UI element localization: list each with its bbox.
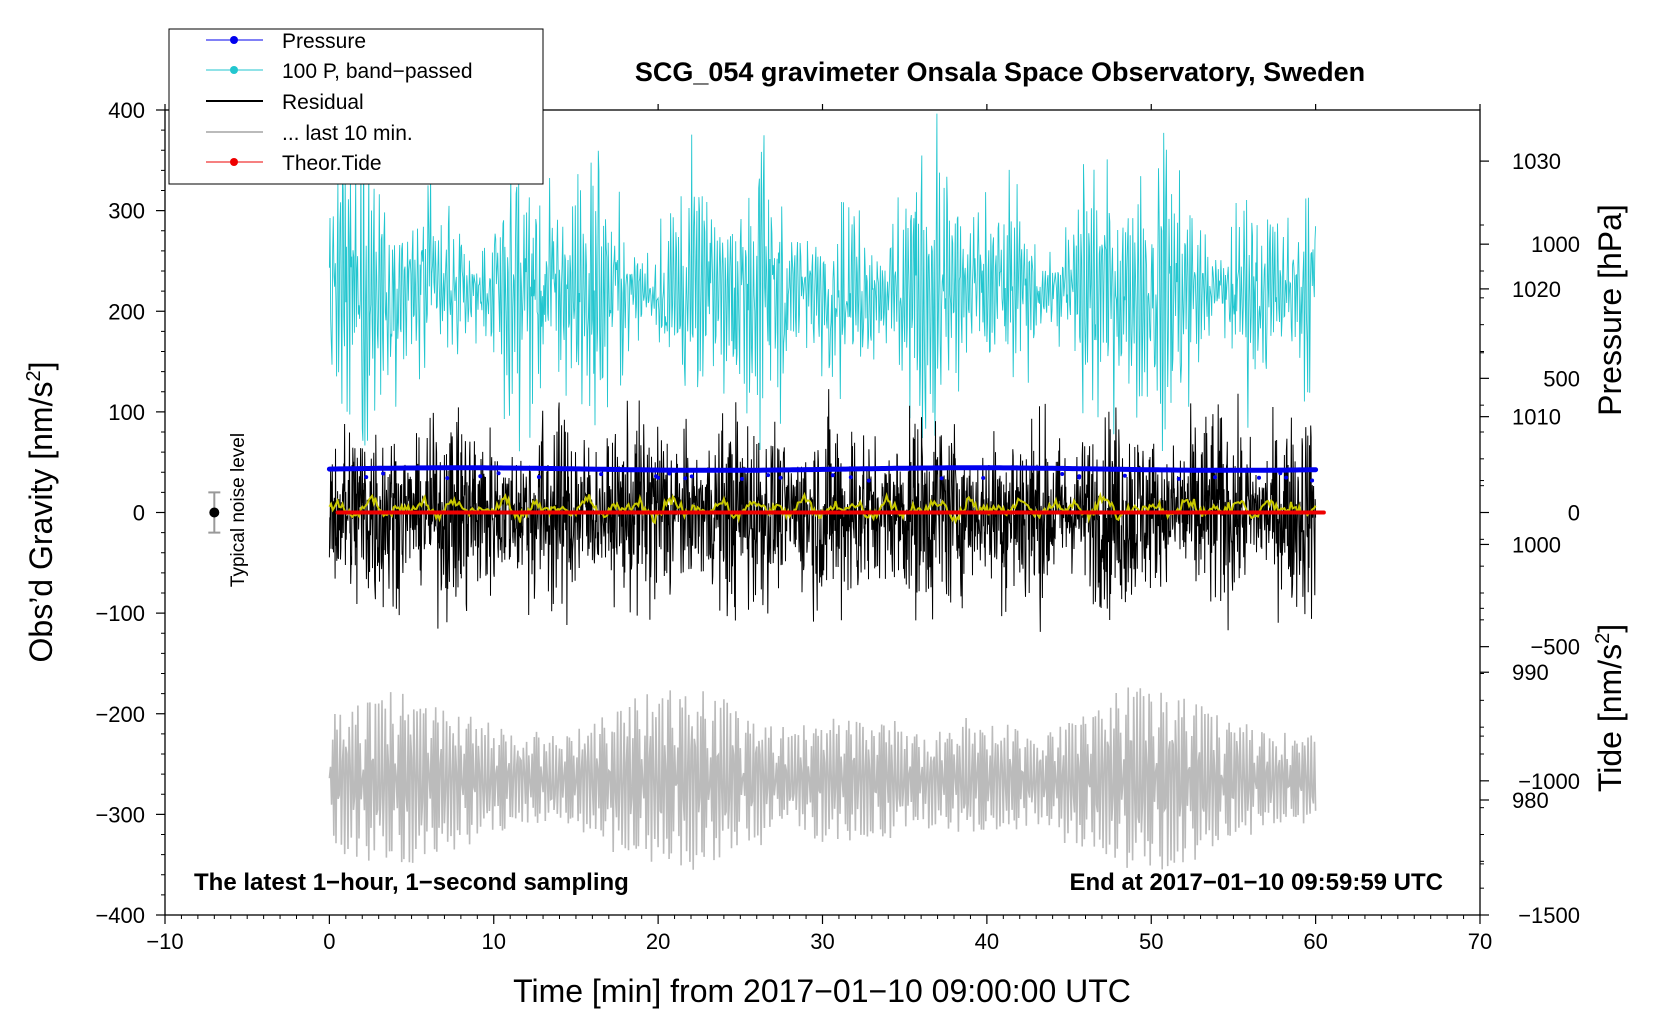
y-tick-label: 300 (108, 199, 145, 224)
pressure-point (740, 476, 744, 481)
pressure-point (939, 476, 944, 481)
tide-axis-title: Tide [nm/s2] (1592, 624, 1628, 792)
legend-item-residual: Residual (206, 91, 364, 114)
legend-label-last10: ... last 10 min. (282, 122, 413, 145)
x-tick-label: 50 (1139, 929, 1163, 954)
pressure-point (1310, 478, 1315, 483)
legend-label-bandpassed: 100 P, band−passed (282, 60, 473, 83)
pressure-point (689, 474, 694, 479)
pressure-point (830, 473, 835, 478)
legend-label-tide: Theor.Tide (282, 152, 382, 175)
pressure-point (667, 471, 672, 476)
legend-box (168, 28, 544, 185)
y-tick-label: −200 (95, 702, 145, 727)
tide-tick-label: −1000 (1518, 769, 1580, 794)
pressure-tick-label: 990 (1512, 660, 1549, 685)
pressure-point (496, 471, 501, 476)
y-tick-label: −100 (95, 601, 145, 626)
x-tick-label: −10 (146, 929, 183, 954)
y-axis-title-end: ] (23, 362, 59, 371)
legend-marker-pressure (230, 36, 238, 44)
pressure-point (364, 475, 369, 480)
x-axis-title: Time [min] from 2017−01−10 09:00:00 UTC (513, 973, 1131, 1009)
y-axis-title-sup: 2 (23, 370, 45, 381)
legend-item-pressure: Pressure (206, 30, 366, 53)
tide-tick-label: 1000 (1531, 232, 1580, 257)
x-tick-label: 20 (646, 929, 670, 954)
pressure-point (848, 475, 853, 480)
y-axis-title-main: Obs’d Gravity [nm/s (23, 382, 59, 663)
pressure-point (683, 476, 688, 481)
y-tick-label: 400 (108, 98, 145, 123)
pressure-tick-label: 1010 (1512, 405, 1561, 430)
series-layer (326, 105, 1326, 870)
series-bandpassed-line (328, 105, 1317, 452)
pressure-point (981, 476, 986, 480)
y-tick-label: 100 (108, 400, 145, 425)
axes-layer: −10 0 10 20 30 40 50 60 704003002001000−100−200−… (95, 98, 1580, 954)
y-tick-label: −300 (95, 802, 145, 827)
noise-level-indicator (208, 491, 221, 534)
legend-item-last10: ... last 10 min. (206, 122, 413, 145)
pressure-tick-label: 980 (1512, 788, 1549, 813)
pressure-point (1278, 471, 1283, 476)
pressure-axis-title: Pressure [hPa] (1592, 204, 1628, 416)
legend-item-bandpassed: 100 P, band−passed (206, 60, 473, 83)
pressure-point (1213, 475, 1217, 480)
x-tick-label: 40 (975, 929, 999, 954)
y-tick-label: 0 (133, 501, 145, 526)
x-tick-label: 30 (810, 929, 834, 954)
x-tick-label: 10 (482, 929, 506, 954)
pressure-point (445, 476, 450, 481)
tide-axis-title-sup: 2 (1592, 633, 1614, 644)
series-last10-line (328, 687, 1317, 870)
legend-label-pressure: Pressure (282, 30, 366, 53)
pressure-tick-label: 1020 (1512, 277, 1561, 302)
end-time-note: End at 2017−01−10 09:59:59 UTC (1069, 869, 1443, 896)
pressure-point (599, 472, 604, 477)
y-axis-title: Obs’d Gravity [nm/s2] (23, 362, 59, 663)
pressure-point (656, 475, 661, 480)
pressure-point (1176, 476, 1181, 481)
pressure-point (381, 471, 386, 476)
pressure-point (766, 473, 771, 478)
series-pressure-line (326, 465, 1319, 473)
pressure-point (1284, 475, 1289, 480)
tide-tick-label: −500 (1530, 635, 1580, 660)
noise-level-label: Typical noise level (228, 433, 249, 587)
pressure-point (1122, 473, 1127, 478)
x-tick-label: 70 (1468, 929, 1492, 954)
series-residual-line (328, 389, 1317, 632)
pressure-point (1060, 472, 1065, 476)
sampling-note: The latest 1−hour, 1−second sampling (194, 869, 629, 896)
tide-axis-title-end: ] (1592, 624, 1628, 633)
y-tick-label: 200 (108, 299, 145, 324)
legend-label-residual: Residual (282, 91, 364, 114)
pressure-tick-label: 1030 (1512, 149, 1561, 174)
tide-tick-label: −1500 (1518, 903, 1580, 928)
tide-tick-label: 0 (1568, 501, 1580, 526)
legend-item-tide: Theor.Tide (206, 152, 382, 175)
y-tick-label: −400 (95, 903, 145, 928)
x-tick-label: 60 (1303, 929, 1327, 954)
noise-center-point (209, 507, 220, 518)
tide-axis-title-main: Tide [nm/s (1592, 644, 1628, 792)
pressure-point (866, 478, 871, 483)
pressure-point (536, 475, 541, 479)
pressure-point (478, 474, 483, 479)
chart-title: SCG_054 gravimeter Onsala Space Observat… (635, 57, 1365, 87)
tide-tick-label: 500 (1543, 366, 1580, 391)
x-tick-label: 0 (323, 929, 335, 954)
pressure-tick-label: 1000 (1512, 532, 1561, 557)
pressure-point (778, 475, 783, 480)
legend: Pressure 100 P, band−passed Residual ...… (168, 28, 544, 185)
pressure-point (1257, 475, 1261, 480)
legend-marker-bandpassed (230, 66, 238, 74)
legend-marker-tide (230, 158, 238, 166)
pressure-point (1077, 475, 1082, 480)
